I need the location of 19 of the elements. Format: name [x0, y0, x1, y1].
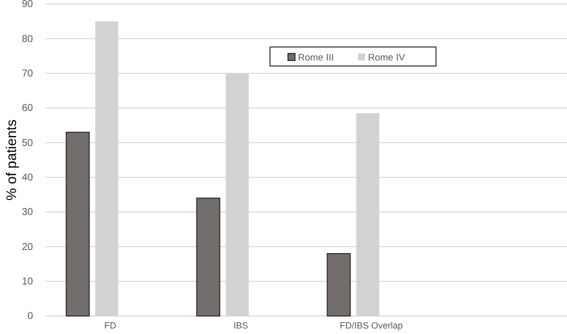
legend-label: Rome III: [298, 52, 334, 64]
y-tick-label: 80: [22, 34, 34, 45]
bar: [326, 253, 351, 316]
legend-label: Rome IV: [368, 52, 406, 64]
y-axis-title: % of patients: [3, 120, 19, 200]
y-tick-label: 50: [22, 138, 34, 149]
bar: [66, 132, 90, 316]
y-tick-label: 20: [22, 242, 34, 253]
x-tick-label: IBS: [233, 320, 248, 330]
x-tick-label: FD/IBS Overlap: [340, 320, 403, 330]
y-tick-label: 60: [22, 103, 34, 114]
x-tick-label: FD: [104, 320, 117, 330]
y-tick-label: 40: [22, 172, 34, 184]
y-tick-label: 10: [22, 276, 34, 288]
y-tick-label: 30: [22, 207, 34, 218]
y-tick-label: 90: [22, 0, 34, 10]
y-tick-label: 0: [27, 311, 34, 322]
bar: [196, 198, 220, 316]
y-tick-label: 70: [22, 68, 34, 80]
